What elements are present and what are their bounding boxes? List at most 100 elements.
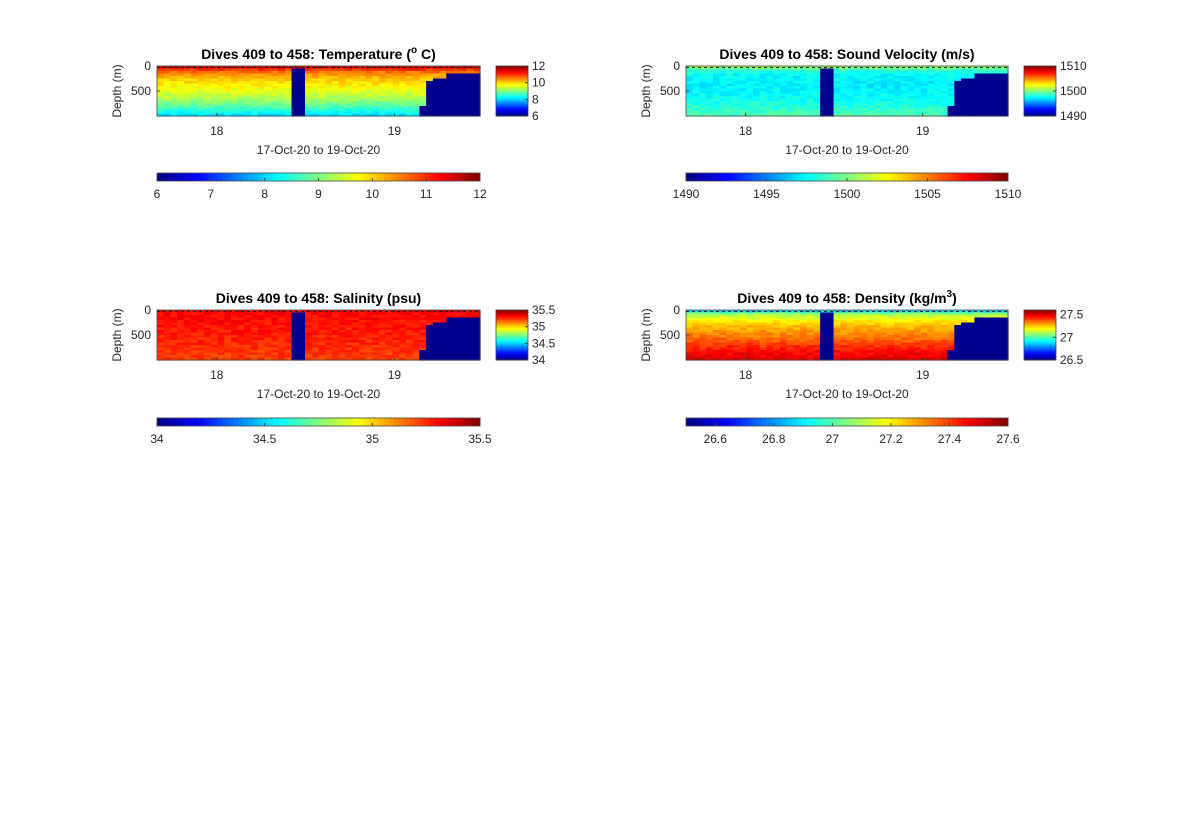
heatmap-cell [773,81,781,85]
heatmap-cell [686,320,694,324]
heatmap-cell [197,76,205,80]
heatmap-cell [271,337,279,341]
heatmap-cell [746,337,754,341]
side-colorbar-segment [1024,333,1056,336]
heatmap-cell [419,98,427,102]
heatmap-cell [786,78,794,82]
heatmap-cell [759,310,768,314]
heatmap-cell [726,96,734,100]
side-colorbar-segment [496,77,528,79]
heatmap-cell [432,113,441,117]
heatmap-cell [1001,73,1009,77]
heatmap-cell [947,111,955,115]
heatmap-cell [793,113,801,117]
heatmap-cell [712,350,721,354]
heatmap-cell [692,103,701,107]
heatmap-cell [766,81,774,85]
heatmap-cell [278,91,286,95]
heatmap-cell [291,355,299,359]
heatmap-cell [813,103,821,107]
heatmap-cell [927,68,935,72]
heatmap-cell [231,345,239,349]
heatmap-cell [746,325,754,329]
heatmap-cell [867,73,875,77]
heatmap-cell [453,322,461,326]
heatmap-cell [244,106,252,110]
heatmap-cell [766,113,774,117]
heatmap-cell [860,108,868,112]
heatmap-cell [686,332,694,336]
bottom-colorbar-segment [404,173,410,181]
heatmap-cell [974,106,982,110]
heatmap-cell [157,73,165,77]
heatmap-cell [352,322,360,326]
heatmap-cell [284,325,293,329]
heatmap-cell [793,347,801,351]
heatmap-cell [981,337,989,341]
heatmap-cell [826,335,835,339]
heatmap-cell [432,93,441,97]
heatmap-cell [392,335,400,339]
heatmap-cell [412,357,421,361]
heatmap-cell [914,315,922,319]
heatmap-cell [392,355,400,359]
heatmap-cell [833,78,841,82]
heatmap-cell [372,315,380,319]
heatmap-cell [699,342,707,346]
heatmap-cell [237,86,246,90]
heatmap-cell [399,332,407,336]
heatmap-cell [412,91,421,95]
heatmap-cell [345,96,353,100]
heatmap-cell [183,355,192,359]
heatmap-cell [298,312,306,316]
heatmap-cell [251,327,259,331]
heatmap-cell [686,88,694,92]
heatmap-cell [940,106,949,110]
heatmap-cell [867,317,875,321]
heatmap-cell [372,71,380,75]
heatmap-cell [833,330,841,334]
heatmap-cell [352,111,360,115]
heatmap-cell [305,330,313,334]
heatmap-cell [210,322,219,326]
heatmap-cell [210,355,219,359]
heatmap-cell [305,352,313,356]
heatmap-cell [170,113,178,117]
heatmap-cell [177,342,185,346]
heatmap-cell [305,315,313,319]
heatmap-cell [278,347,286,351]
heatmap-cell [284,337,293,341]
heatmap-cell [358,352,367,356]
heatmap-cell [773,315,781,319]
heatmap-cell [352,76,360,80]
heatmap-cell [170,342,178,346]
heatmap-cell [994,76,1002,80]
heatmap-cell [927,317,935,321]
heatmap-cell [981,101,989,105]
heatmap-cell [278,108,286,112]
heatmap-cell [278,315,286,319]
heatmap-cell [860,312,868,316]
bottom-colorbar-segment [907,418,913,426]
heatmap-cell [961,76,969,80]
heatmap-cell [298,96,306,100]
heatmap-cell [867,91,875,95]
heatmap-cell [372,337,380,341]
heatmap-cell [372,325,380,329]
heatmap-cell [907,340,915,344]
heatmap-cell [759,68,768,72]
heatmap-cell [298,352,306,356]
heatmap-cell [305,73,313,77]
heatmap-cell [217,345,225,349]
heatmap-cell [284,88,293,92]
heatmap-cell [880,312,888,316]
heatmap-cell [291,83,299,87]
heatmap-cell [981,111,989,115]
heatmap-cell [692,355,701,359]
heatmap-cell [210,310,219,314]
heatmap-cell [759,73,768,77]
heatmap-cell [847,340,855,344]
heatmap-cell [170,88,178,92]
heatmap-cell [820,101,828,105]
heatmap-cell [432,106,441,110]
